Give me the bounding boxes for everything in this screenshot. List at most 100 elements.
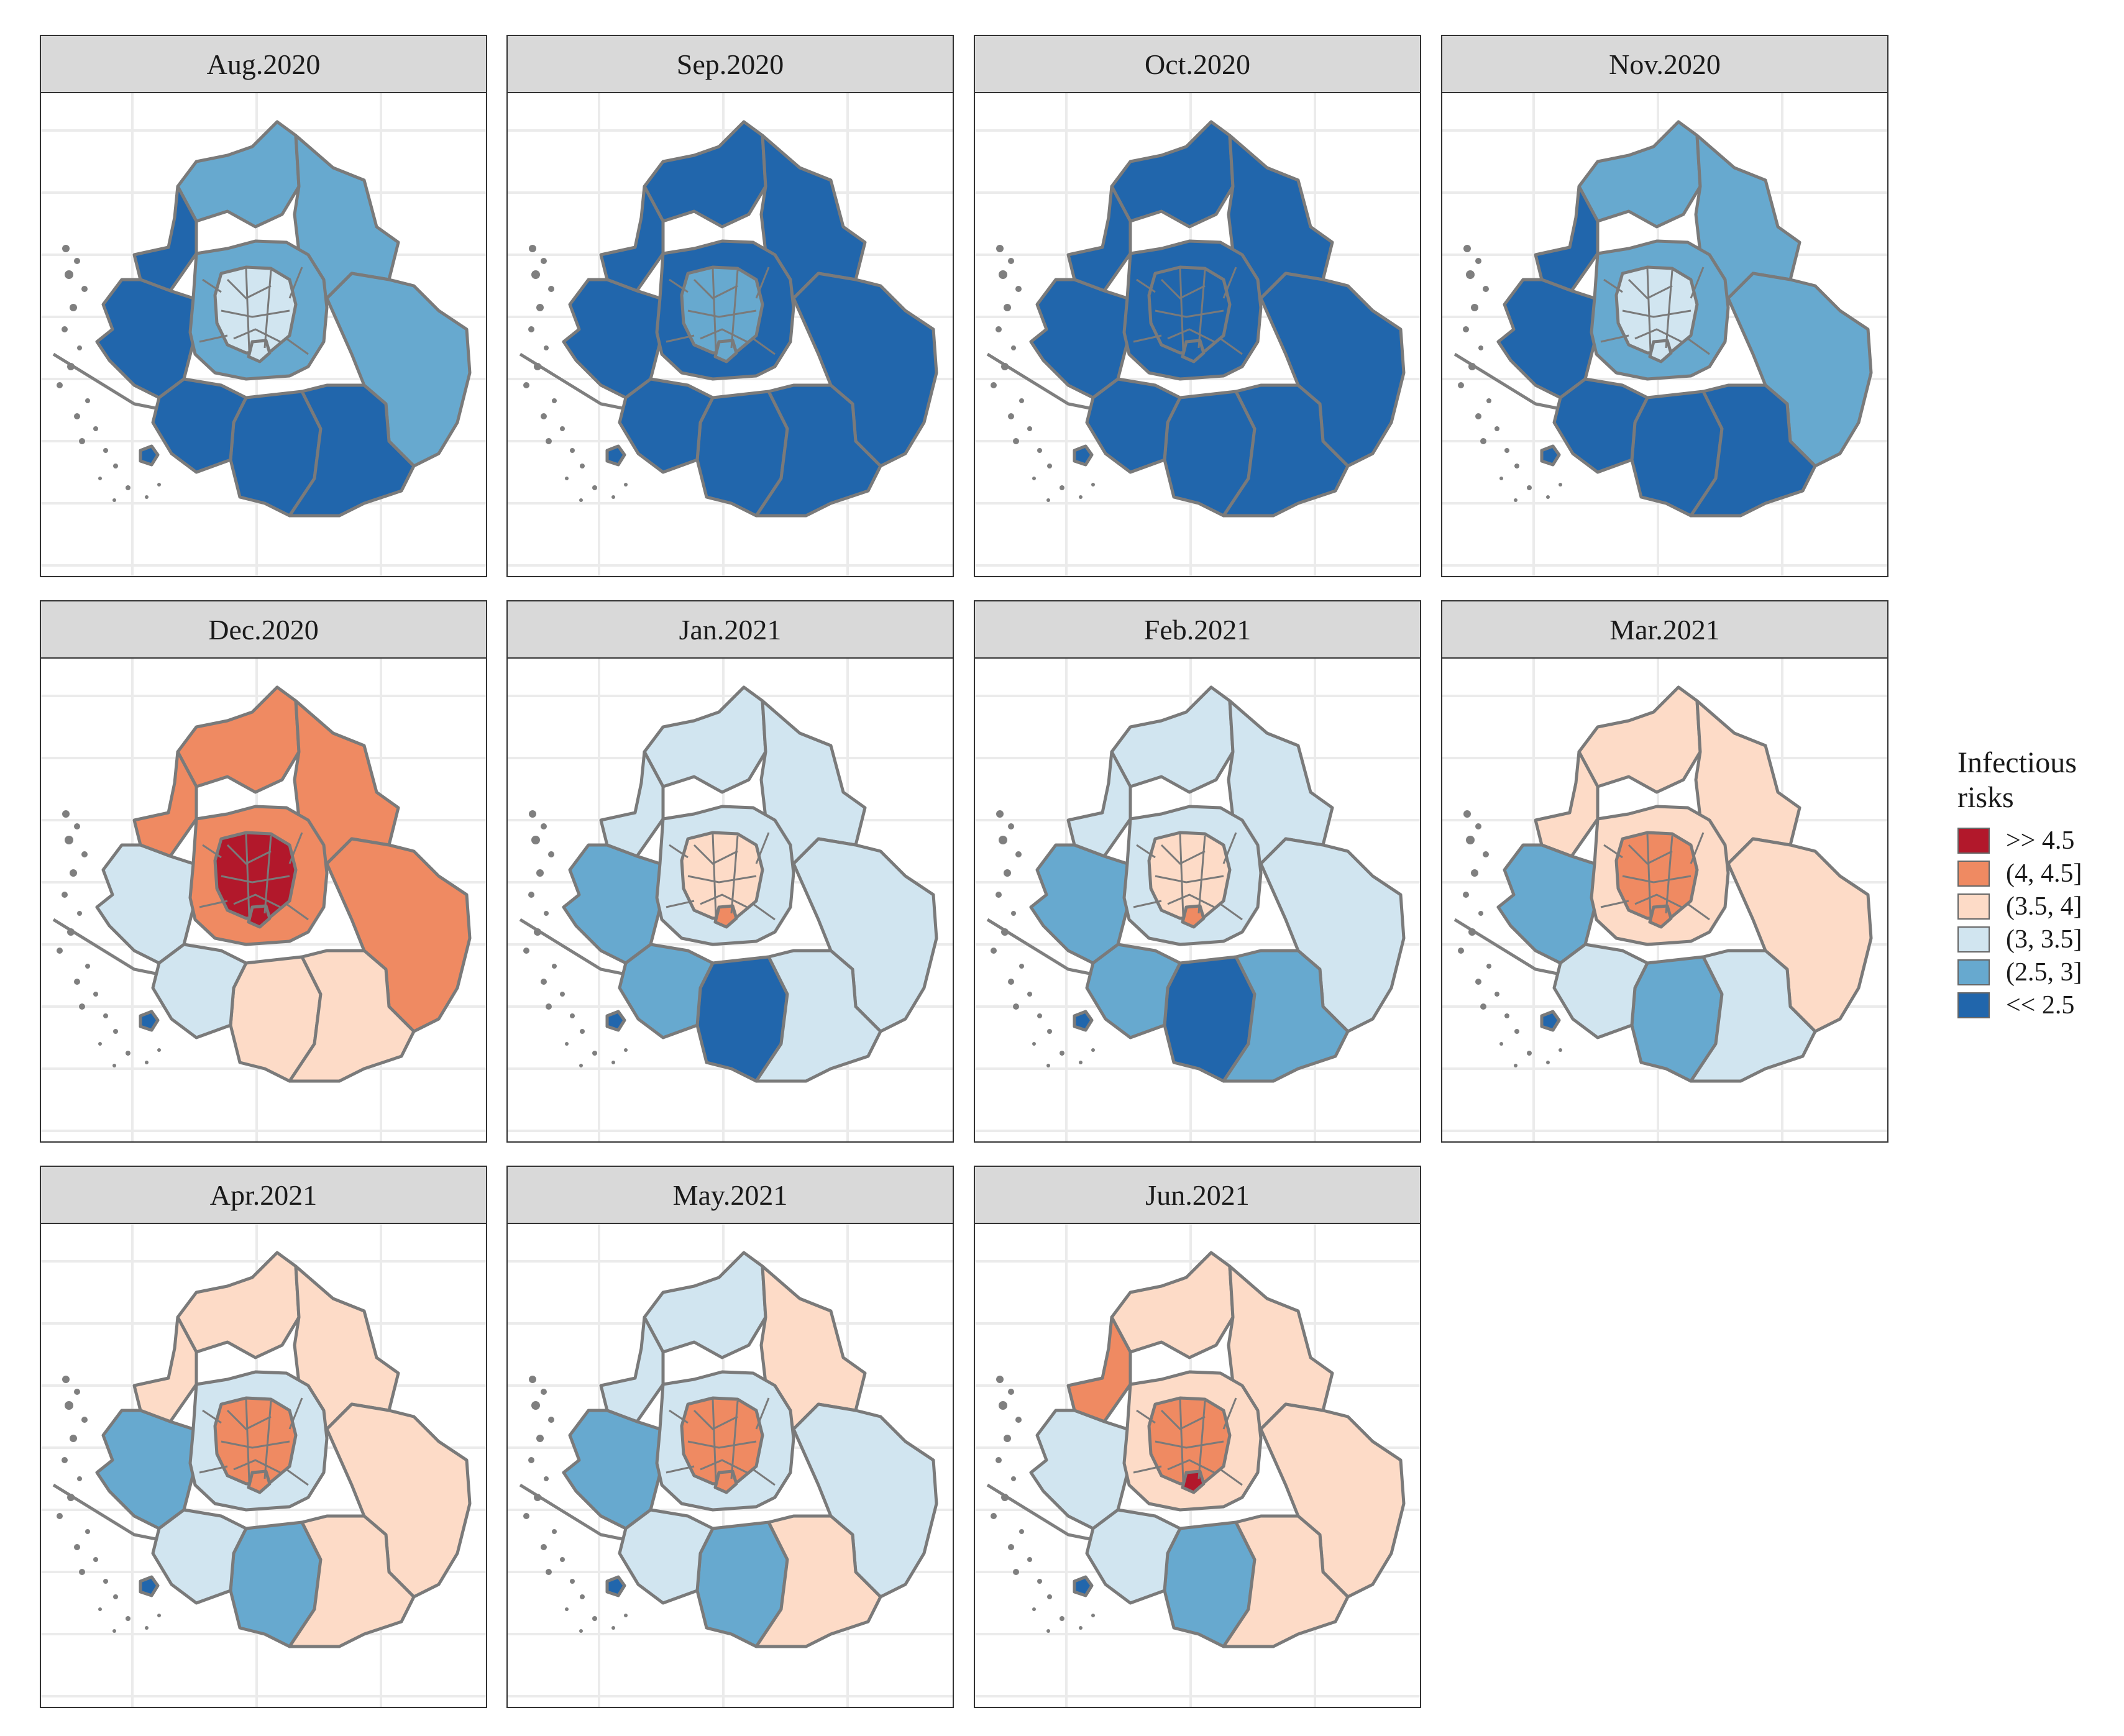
region-north (643, 1251, 767, 1359)
region-southwest (151, 1508, 248, 1605)
islet (580, 464, 585, 468)
islet (1032, 1607, 1036, 1611)
islet (592, 1616, 597, 1621)
district-line (1133, 334, 1162, 343)
district-line (288, 267, 303, 299)
islet (1466, 836, 1475, 844)
islet (999, 1401, 1007, 1410)
region-southwest (151, 943, 248, 1039)
islet (98, 1042, 102, 1046)
region-island (605, 444, 626, 467)
islet (523, 382, 529, 388)
panel-title: May.2021 (506, 1166, 954, 1224)
district-line (753, 337, 776, 355)
islet (565, 477, 569, 480)
region-southeast (754, 949, 882, 1083)
district-boundaries (1600, 267, 1710, 355)
islet (81, 851, 88, 857)
islet (570, 1013, 575, 1018)
district-line (1603, 844, 1623, 859)
district-line (753, 1468, 776, 1486)
islet (98, 477, 102, 480)
panel-title: Jun.2021 (974, 1166, 1421, 1224)
islet (1478, 345, 1483, 350)
islet (548, 851, 554, 857)
islet (1499, 477, 1503, 480)
district-line (1155, 309, 1224, 318)
islet (157, 1048, 161, 1052)
legend-swatch (1957, 992, 1990, 1018)
islet (999, 270, 1007, 279)
islet (1046, 1064, 1050, 1067)
islet (1463, 245, 1471, 252)
islet (624, 483, 628, 487)
islet (1514, 1064, 1517, 1067)
district-line (693, 1409, 738, 1430)
region-island (605, 1575, 626, 1597)
district-line (700, 1459, 748, 1474)
region-southwest (1552, 377, 1649, 474)
islet (1546, 1061, 1550, 1064)
islet (1495, 992, 1499, 997)
panel-title: Oct.2020 (974, 35, 1421, 93)
islet (1559, 483, 1562, 487)
islet (1019, 1529, 1024, 1534)
region-southeast (1222, 949, 1350, 1083)
map-area (974, 1223, 1421, 1708)
islet (999, 836, 1007, 844)
legend-swatch (1957, 959, 1990, 985)
islet (1559, 1048, 1562, 1052)
islet (103, 448, 108, 453)
islet (1483, 851, 1489, 857)
islet (1458, 382, 1464, 388)
islet (81, 1417, 88, 1423)
district-line (226, 278, 272, 299)
islet (1004, 869, 1011, 877)
islet (74, 413, 80, 419)
district-line (1136, 1409, 1156, 1424)
region-island (1073, 1575, 1094, 1597)
islet (548, 1417, 554, 1423)
islet (1514, 1029, 1519, 1034)
islet (1486, 398, 1491, 403)
islet (529, 245, 536, 252)
islet (113, 1029, 118, 1034)
district-line (1136, 278, 1156, 293)
islet (126, 1616, 130, 1621)
islet (580, 1029, 585, 1034)
islet (65, 1401, 73, 1410)
islet (541, 823, 547, 829)
islet (1046, 498, 1050, 502)
district-line (669, 1409, 689, 1424)
legend-item: (4, 4.5] (1957, 858, 2119, 889)
islet (1463, 892, 1469, 898)
district-boundaries (199, 267, 309, 355)
islet (552, 964, 557, 969)
islet (1015, 851, 1022, 857)
map-area (40, 657, 487, 1143)
map-area (1441, 92, 1888, 577)
islet (544, 1476, 549, 1481)
legend-label: (2.5, 3] (2006, 958, 2082, 987)
islet (1008, 258, 1014, 264)
islet (57, 1513, 63, 1519)
region-island (605, 1010, 626, 1032)
district-line (712, 1399, 717, 1482)
islet (1079, 495, 1083, 499)
panel-title: Feb.2021 (974, 600, 1421, 659)
region-north (643, 685, 767, 794)
islet (1013, 438, 1019, 444)
district-line (1155, 1440, 1224, 1449)
islet (93, 426, 98, 431)
panel-title: Jan.2021 (506, 600, 954, 659)
district-line (245, 268, 250, 352)
islet (74, 258, 80, 264)
islet (546, 1003, 552, 1010)
district-line (1133, 1465, 1162, 1474)
islet (1047, 1029, 1052, 1034)
islet (79, 438, 85, 444)
district-line (245, 833, 250, 917)
islet (611, 495, 615, 499)
islet (1466, 270, 1475, 279)
region-north (1577, 120, 1702, 229)
